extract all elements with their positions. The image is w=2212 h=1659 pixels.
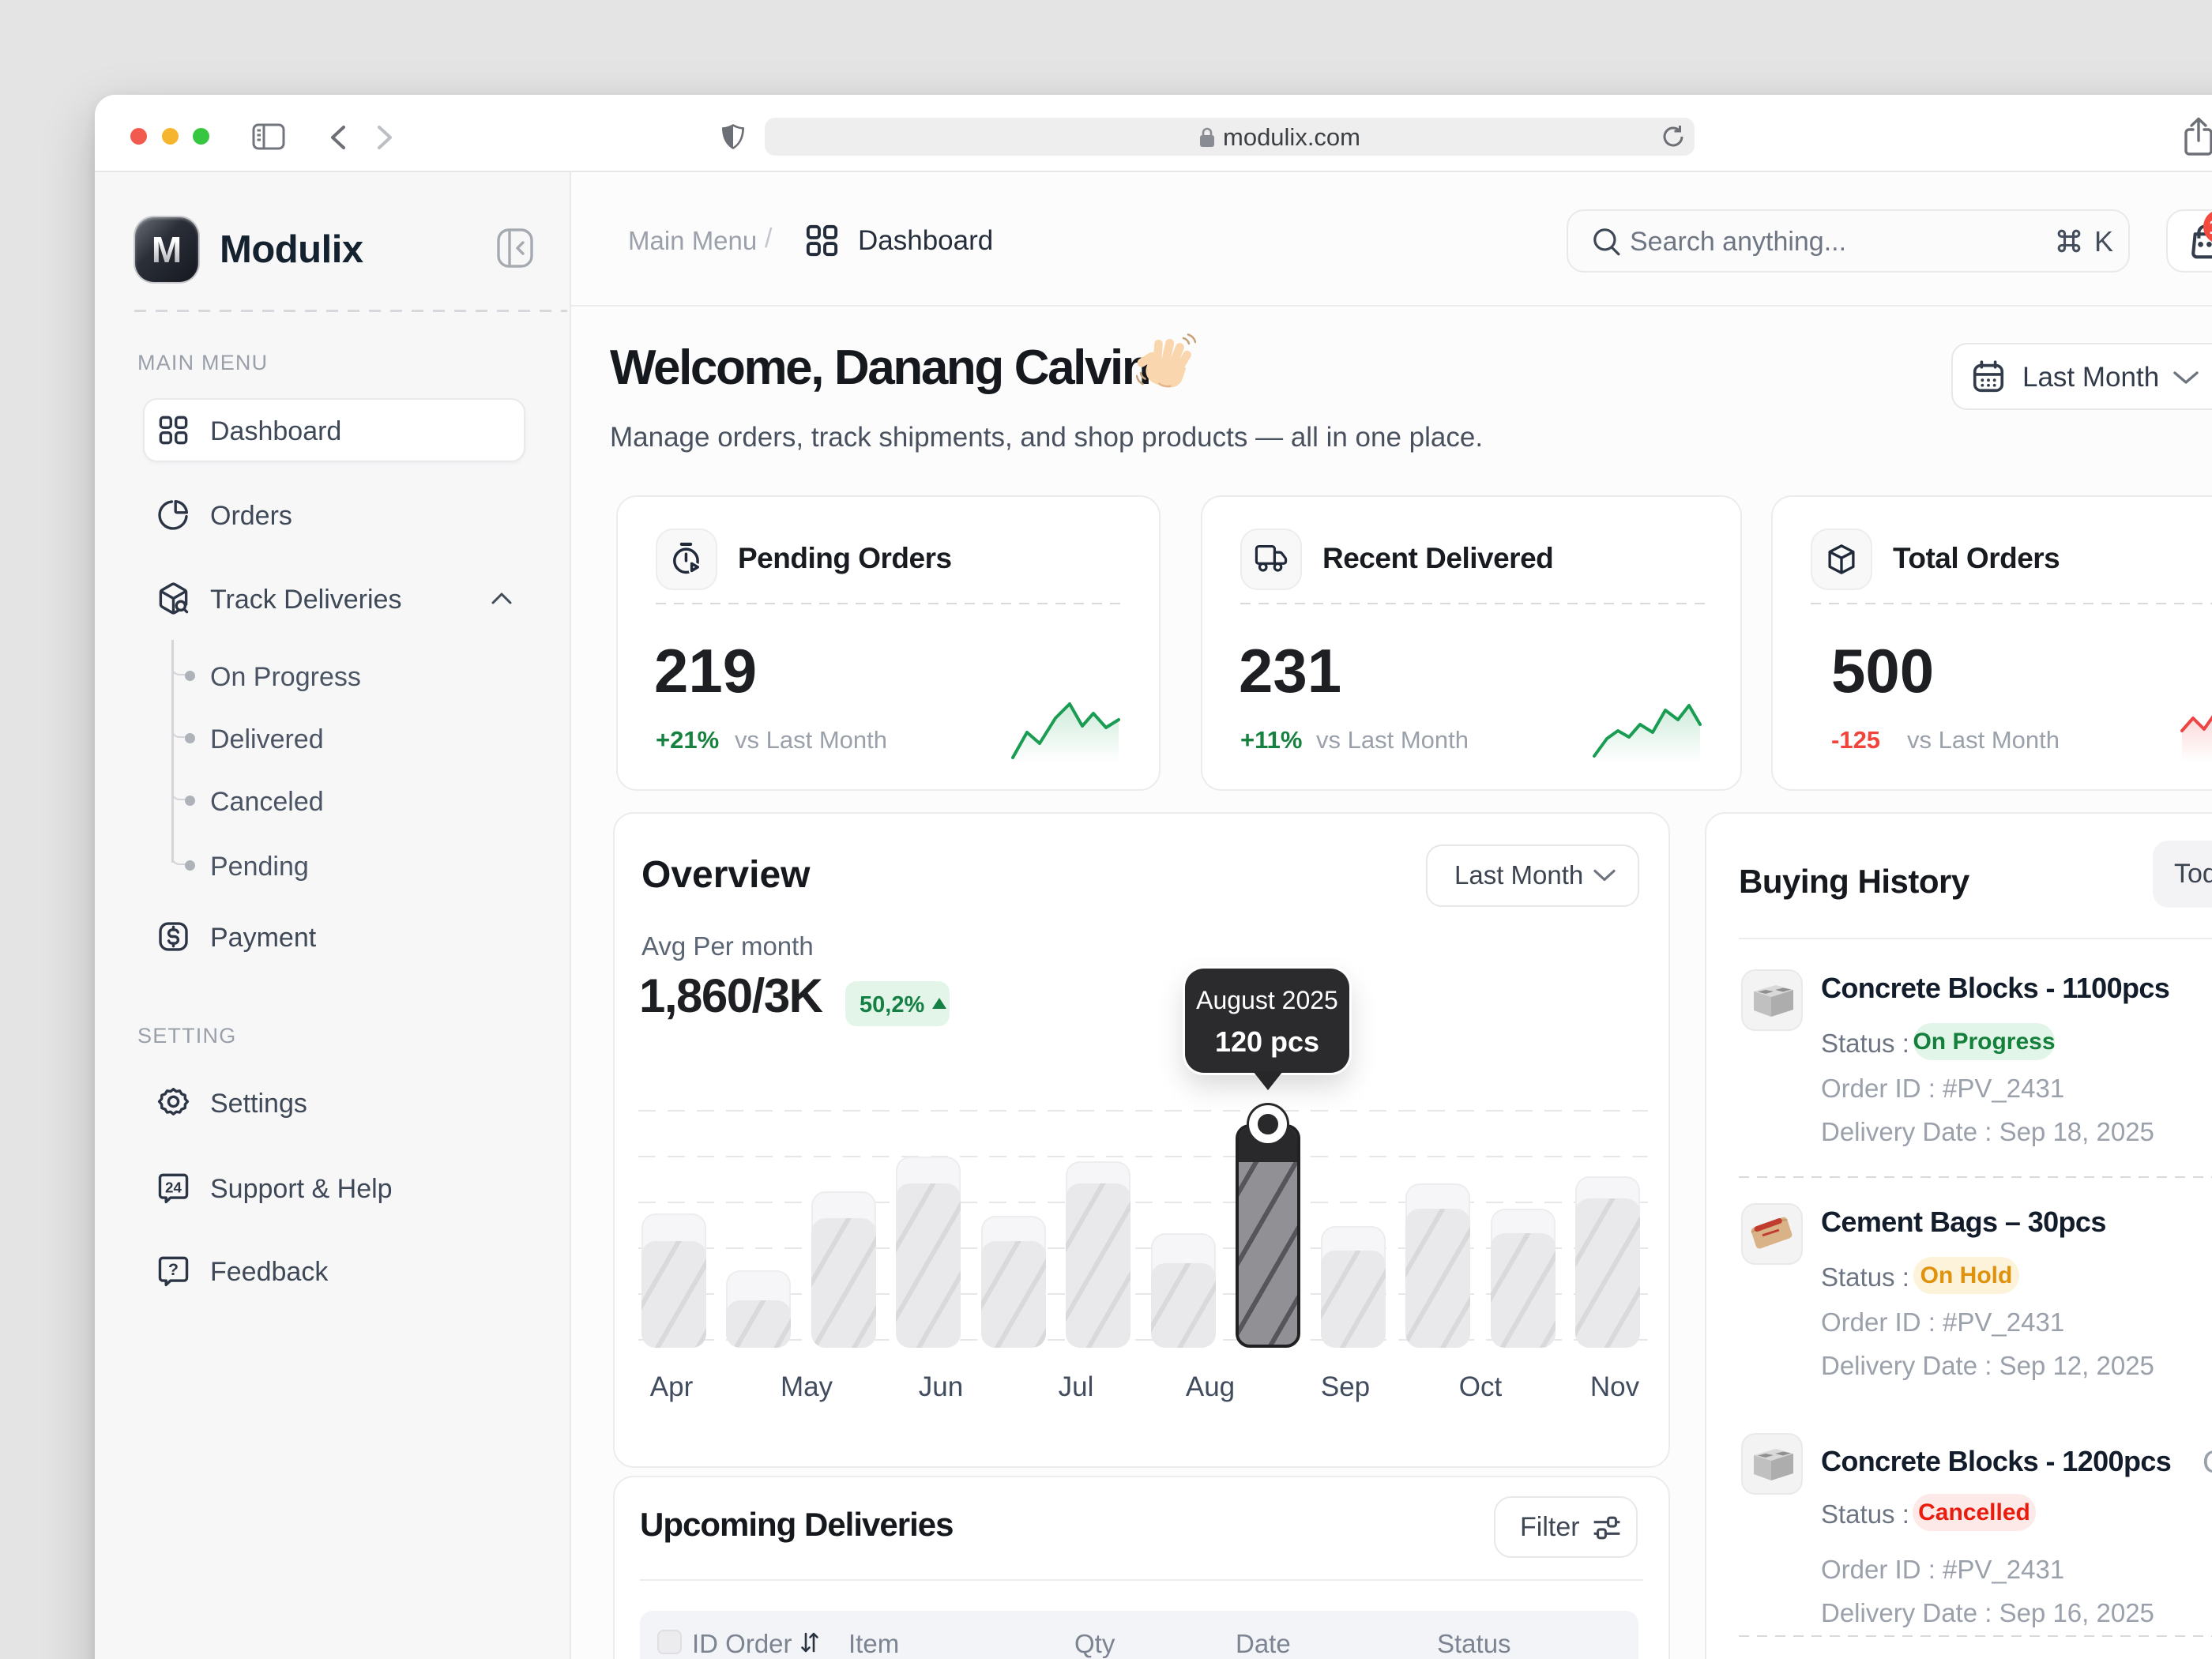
svg-text:24: 24	[165, 1179, 182, 1196]
svg-text:?: ?	[168, 1260, 179, 1279]
